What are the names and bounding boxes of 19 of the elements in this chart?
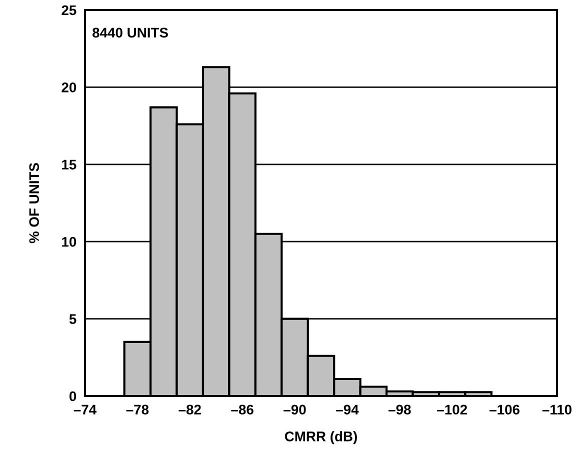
y-tick-label: 10 bbox=[62, 236, 76, 247]
y-axis-title: % OF UNITS bbox=[29, 163, 40, 244]
y-tick-label: 20 bbox=[62, 82, 76, 92]
x-tick-label: –82 bbox=[178, 404, 201, 415]
y-tick-label: 0 bbox=[69, 391, 76, 402]
x-tick-label: –110 bbox=[542, 404, 572, 415]
x-tick-label: –78 bbox=[126, 404, 149, 415]
y-tick-label: 5 bbox=[69, 314, 76, 324]
x-tick-label: –86 bbox=[231, 404, 254, 415]
y-tick-label: 25 bbox=[62, 5, 76, 16]
x-tick-label: –98 bbox=[388, 404, 411, 415]
x-tick-label: –106 bbox=[490, 404, 520, 415]
x-axis-title: CMRR (dB) bbox=[284, 431, 357, 444]
x-tick-label: –102 bbox=[437, 404, 468, 415]
x-tick-label: –94 bbox=[336, 404, 359, 415]
y-tick-label: 15 bbox=[62, 160, 76, 170]
x-tick-label: –90 bbox=[284, 404, 306, 415]
x-tick-label: –74 bbox=[74, 404, 97, 414]
annotation: 8440 UNITS bbox=[92, 28, 168, 38]
